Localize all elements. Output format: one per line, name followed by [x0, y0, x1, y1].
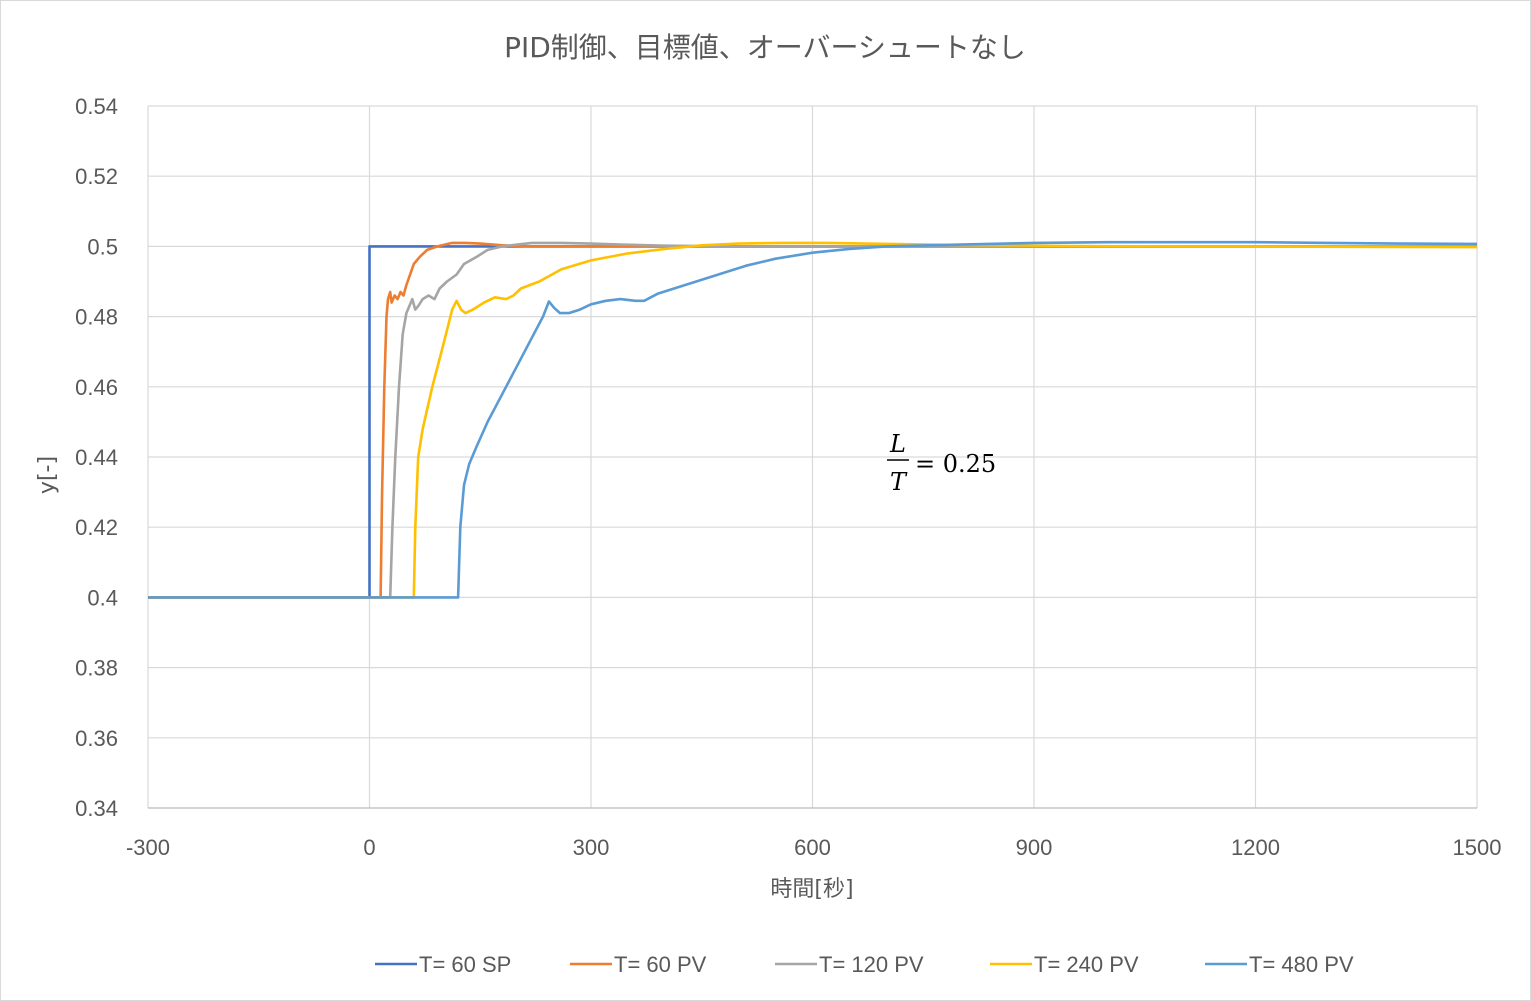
y-tick-label: 0.44: [75, 445, 118, 470]
y-tick-label: 0.5: [87, 234, 118, 259]
y-tick-label: 0.4: [87, 585, 118, 610]
x-tick-label: -300: [126, 835, 170, 860]
y-tick-label: 0.38: [75, 656, 118, 681]
x-tick-label: 300: [573, 835, 610, 860]
series-line-5: [148, 240, 1478, 599]
y-tick-label: 0.46: [75, 375, 118, 400]
ratio-annotation: L T = 0.25: [887, 430, 996, 496]
y-tick-label: 0.34: [75, 796, 118, 821]
annotation-value: = 0.25: [915, 450, 996, 478]
x-tick-label: 600: [794, 835, 831, 860]
series-line-2: [148, 241, 1477, 599]
series-line-4: [148, 241, 1478, 599]
legend-label: T= 240 PV: [1034, 952, 1139, 977]
y-tick-label: 0.48: [75, 305, 118, 330]
x-axis-title: 時間[秒]: [770, 877, 853, 902]
chart-title: PID制御、目標値、オーバーシュートなし: [504, 31, 1026, 64]
x-tick-label: 1200: [1231, 835, 1280, 860]
y-tick-label: 0.36: [75, 726, 118, 751]
annotation-numerator: L: [889, 430, 906, 458]
legend-label: T= 120 PV: [819, 952, 924, 977]
x-tick-label: 1500: [1453, 835, 1502, 860]
legend: T= 60 SP T= 60 PV T= 120 PV T= 240 PV T= 480…: [375, 952, 1354, 977]
y-tick-label: 0.52: [75, 164, 118, 189]
series-lines: [148, 240, 1478, 599]
legend-label: T= 480 PV: [1249, 952, 1354, 977]
axes: 0.34 0.36 0.38 0.4 0.42 0.44 0.46 0.48 0.5 0.52 0.…: [75, 94, 1501, 860]
x-tick-label: 0: [363, 835, 375, 860]
annotation-denominator: T: [890, 468, 908, 496]
series-line-3: [148, 241, 1477, 599]
y-tick-label: 0.54: [75, 94, 118, 119]
legend-label: T= 60 PV: [614, 952, 707, 977]
y-tick-label: 0.42: [75, 515, 118, 540]
y-axis-title: y[-]: [35, 456, 60, 494]
legend-label: T= 60 SP: [419, 952, 511, 977]
gridlines: [147, 105, 1478, 809]
x-tick-label: 900: [1016, 835, 1053, 860]
